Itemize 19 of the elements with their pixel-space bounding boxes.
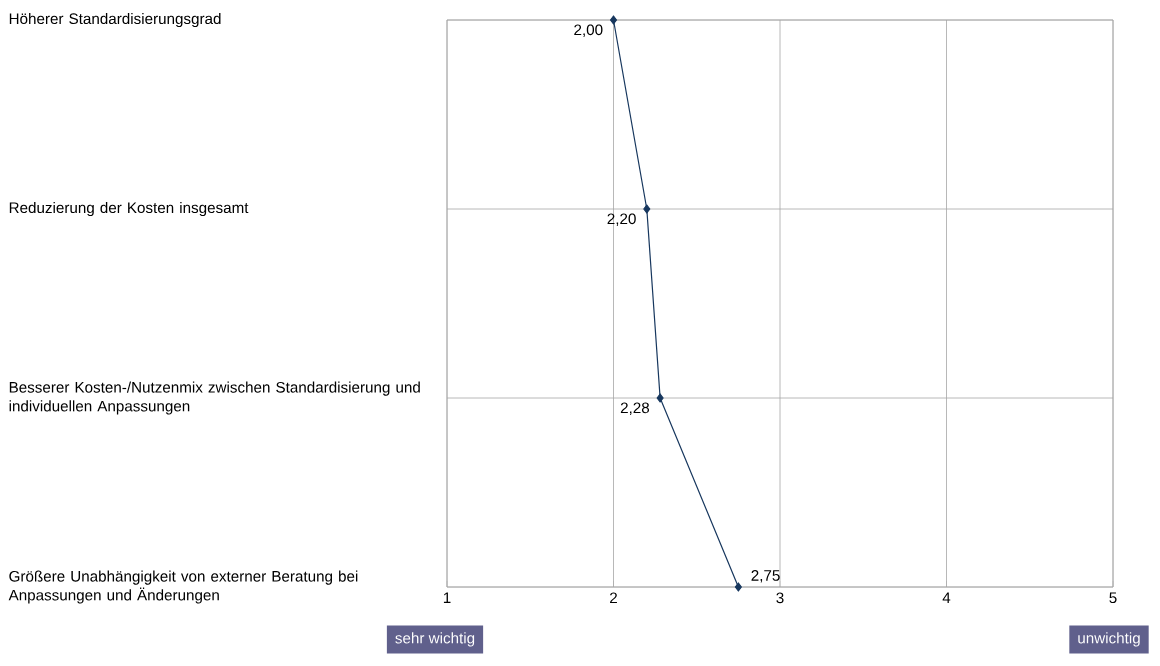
data-label: 2,00 xyxy=(574,24,603,37)
point xyxy=(656,393,664,403)
x-tick-label: 4 xyxy=(942,592,951,603)
text: sehr wichtig xyxy=(395,632,475,647)
x-tick-label: 2 xyxy=(610,592,617,604)
point xyxy=(734,582,742,592)
data-label: 2,28 xyxy=(620,402,650,415)
x-tick-label: 1 xyxy=(443,592,451,603)
data-label: 2,20 xyxy=(607,213,636,226)
y-tick-label: Besserer Kosten-/Nutzenmix zwischen Standardisierung und individuellen Anpassungen xyxy=(9,381,420,415)
data-label: 2,75 xyxy=(751,570,780,583)
point xyxy=(609,15,618,25)
y-tick-label: Reduzierung der Kosten insgesamt xyxy=(9,201,249,217)
point xyxy=(643,204,651,214)
text: unwichtig xyxy=(1078,632,1140,647)
y-tick-label: Größere Unabhängigkeit von externer Beratung bei Anpassungen und Änderungen xyxy=(8,570,358,604)
x-tick-label: 5 xyxy=(1109,592,1117,604)
y-tick-label: Höherer Standardisierungsgrad xyxy=(9,12,221,28)
x-tick-label: 3 xyxy=(776,592,784,604)
